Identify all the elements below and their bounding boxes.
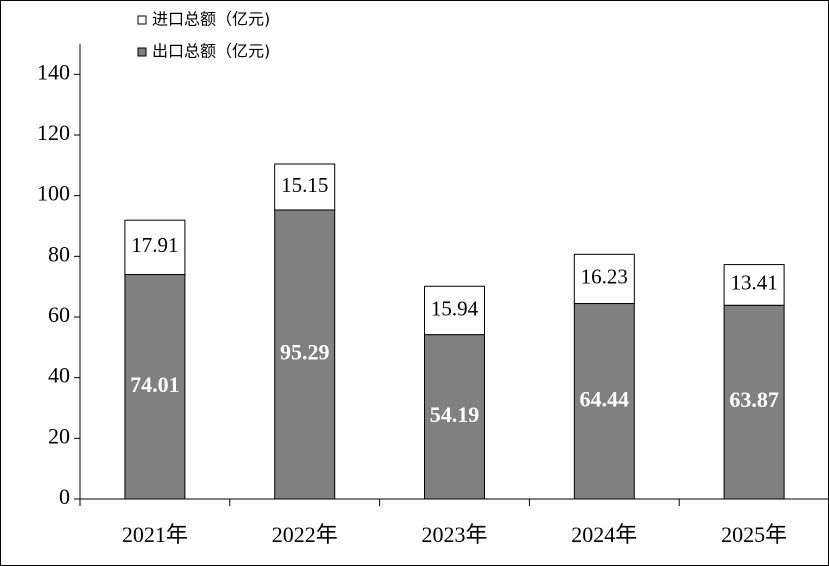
y-tick-label: 100 <box>37 181 70 206</box>
x-tick-label: 2024年 <box>571 522 637 547</box>
legend-swatch <box>137 15 147 25</box>
x-tick-label: 2025年 <box>721 522 787 547</box>
value-label: 15.15 <box>281 173 328 197</box>
bar <box>124 274 186 500</box>
bar <box>723 304 785 500</box>
value-label: 15.94 <box>431 296 479 320</box>
x-tick-label: 2023年 <box>421 522 487 547</box>
y-tick-label: 20 <box>48 423 70 448</box>
value-label: 74.01 <box>130 372 180 397</box>
y-tick-label: 80 <box>48 241 70 266</box>
value-label: 16.23 <box>581 265 628 289</box>
y-tick-label: 60 <box>48 302 70 327</box>
bar <box>573 303 635 500</box>
value-label: 63.87 <box>729 387 779 412</box>
bar <box>424 334 485 500</box>
value-label: 95.29 <box>280 340 330 365</box>
value-label: 64.44 <box>580 386 630 411</box>
value-label: 54.19 <box>430 402 480 427</box>
y-tick-label: 140 <box>37 59 70 84</box>
bar <box>274 163 336 211</box>
bar <box>274 209 336 500</box>
y-tick-label: 40 <box>48 363 70 388</box>
bar <box>573 253 635 305</box>
x-tick-label: 2021年 <box>122 522 188 547</box>
value-label: 13.41 <box>730 271 777 295</box>
bar <box>124 219 186 276</box>
bar <box>723 264 785 306</box>
legend-label: 出口总额（亿元) <box>152 42 270 61</box>
legend-label: 进口总额（亿元) <box>152 10 270 29</box>
legend-swatch <box>137 47 147 57</box>
y-tick-label: 0 <box>59 484 70 509</box>
value-label: 17.91 <box>131 233 178 257</box>
y-tick-label: 120 <box>37 120 70 145</box>
x-tick-label: 2022年 <box>272 522 338 547</box>
bar <box>424 285 485 336</box>
